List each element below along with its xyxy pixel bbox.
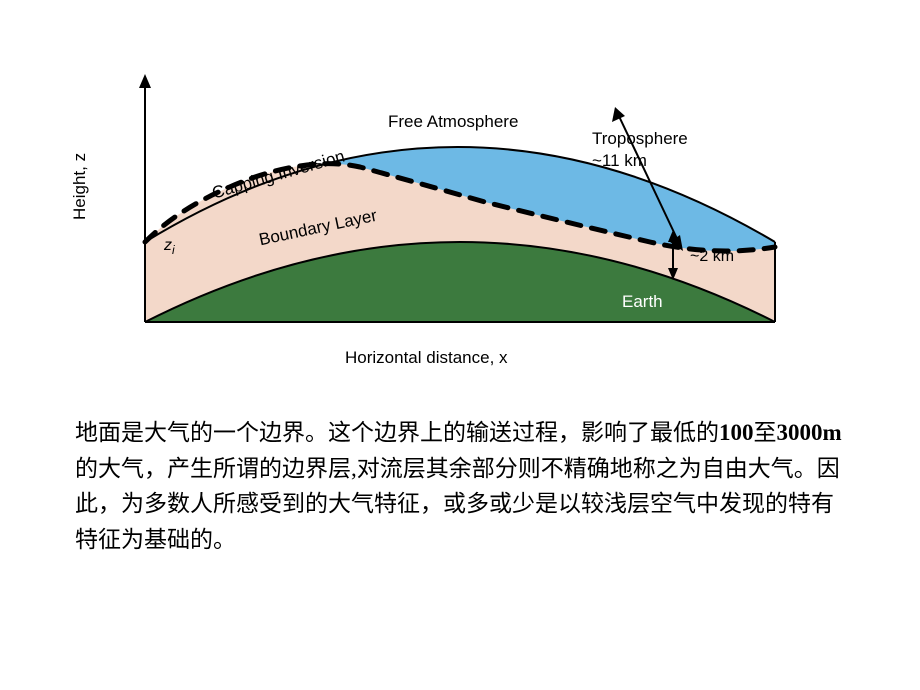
y-axis-label: Height, z bbox=[70, 153, 90, 220]
desc-pre: 地面是大气的一个边界。这个边界上的输送过程，影响了最低的 bbox=[75, 420, 719, 445]
scale-2km-label: ~2 km bbox=[690, 248, 734, 266]
x-axis-label: Horizontal distance, x bbox=[345, 348, 508, 368]
description-text: 地面是大气的一个边界。这个边界上的输送过程，影响了最低的100至3000m 的大气… bbox=[75, 415, 850, 558]
zi-label: zi bbox=[164, 237, 175, 257]
earth-label: Earth bbox=[622, 292, 663, 312]
free-atmosphere-label: Free Atmosphere bbox=[388, 112, 518, 132]
desc-bold1: 100 bbox=[719, 420, 754, 445]
troposphere-label: Troposphere~11 km bbox=[592, 128, 688, 172]
desc-post: 的大气，产生所谓的边界层,对流层其余部分则不精确地称之为自由大气。因此，为多数人… bbox=[75, 456, 840, 552]
troposphere-arrow-top bbox=[612, 107, 625, 122]
y-axis-arrow bbox=[139, 74, 151, 88]
desc-mid1: 至 bbox=[754, 420, 777, 445]
desc-bold2: 3000m bbox=[777, 420, 842, 445]
